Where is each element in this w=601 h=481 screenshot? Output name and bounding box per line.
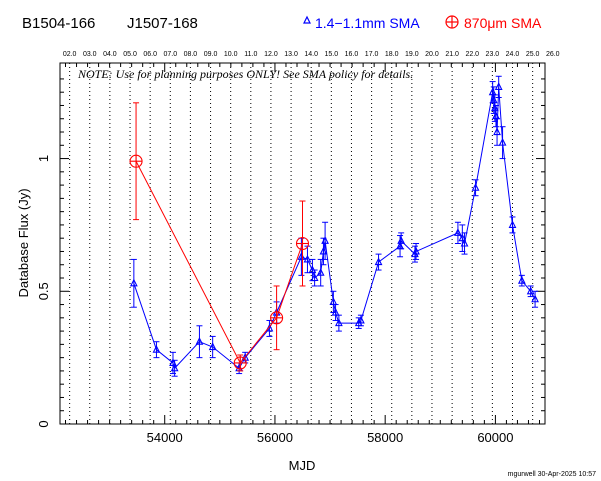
y-tick-label: 1 [36, 155, 51, 162]
top-tick-label: 04.0 [103, 51, 117, 58]
top-tick-label: 02.0 [63, 51, 77, 58]
legend: 1.4−1.1mm SMA 870μm SMA [303, 15, 542, 31]
data-point [494, 82, 503, 90]
legend-circle-plus-icon [445, 15, 459, 29]
data-point [397, 236, 406, 244]
top-tick-label: 03.0 [83, 51, 97, 58]
series-line [135, 160, 303, 364]
top-tick-label: 25.0 [526, 51, 540, 58]
data-point [460, 238, 469, 247]
top-tick-label: 24.0 [506, 51, 520, 58]
data-point [270, 311, 284, 325]
top-tick-label: 23.0 [486, 51, 500, 58]
top-tick-label: 14.0 [304, 51, 318, 58]
series-line [133, 86, 536, 370]
data-point [334, 318, 343, 327]
top-tick-label: 11.0 [244, 51, 257, 58]
top-tick-label: 10.0 [224, 51, 238, 58]
x-tick-label: 54000 [147, 430, 183, 445]
data-point [129, 154, 143, 168]
top-tick-label: 07.0 [163, 51, 177, 58]
y-axis: 00.51 [36, 78, 545, 428]
legend-label-red: 870μm SMA [464, 15, 542, 31]
y-tick-label: 0 [36, 420, 51, 427]
year-grid [69, 63, 534, 424]
top-tick-label: 21.0 [445, 51, 459, 58]
plot-frame [59, 62, 546, 425]
legend-label-blue: 1.4−1.1mm SMA [315, 15, 420, 31]
data-point [316, 267, 325, 276]
y-tick-label: 0.5 [36, 282, 51, 300]
data-point [331, 307, 340, 316]
top-tick-label: 06.0 [143, 51, 157, 58]
x-tick-label: 60000 [477, 430, 513, 445]
top-tick-label: 16.0 [345, 51, 359, 58]
data-point [129, 278, 138, 287]
data-point [303, 254, 312, 263]
series-blue [129, 75, 539, 377]
series-red [129, 102, 310, 372]
x-tick-label: 56000 [257, 430, 293, 445]
data-point [357, 315, 365, 324]
data-point [295, 236, 310, 251]
top-tick-label: 05.0 [123, 51, 137, 58]
top-year-axis: 02.0 03.0 04.0 05.0 06.0 07.0 08.0 09.0 10.0 11.0… [63, 51, 560, 58]
data-point [458, 233, 467, 242]
data-point [412, 246, 420, 255]
data-point [208, 342, 217, 351]
top-tick-label: 12.0 [264, 51, 278, 58]
data-point [233, 356, 247, 370]
planning-note: NOTE: Use for planning purposes ONLY! Se… [77, 67, 413, 81]
legend-triangle-icon [303, 15, 311, 24]
top-tick-label: 08.0 [184, 51, 198, 58]
data-point [374, 257, 383, 266]
x-axis: 54000 56000 58000 60000 [65, 63, 540, 445]
data-point [508, 220, 517, 228]
top-tick-label: 22.0 [465, 51, 479, 58]
data-point [310, 273, 319, 282]
top-tick-label: 15.0 [325, 51, 339, 58]
data-point [454, 228, 462, 236]
top-tick-label: 09.0 [204, 51, 218, 58]
data-point [195, 336, 204, 345]
top-tick-label: 19.0 [405, 51, 419, 58]
footer-stamp: mgurwell 30-Apr-2025 10:57 [508, 471, 596, 478]
top-tick-label: 18.0 [385, 51, 399, 58]
y-axis-label: Database Flux (Jy) [16, 188, 31, 297]
data-point [321, 236, 329, 244]
top-tick-label: 26.0 [546, 51, 560, 58]
data-point [471, 183, 480, 191]
data-point [170, 363, 179, 372]
top-tick-label: 13.0 [284, 51, 298, 58]
top-tick-label: 17.0 [365, 51, 379, 58]
data-point [493, 127, 501, 136]
top-tick-label: 20.0 [425, 51, 439, 58]
data-point [531, 294, 539, 303]
x-axis-label: MJD [289, 458, 316, 473]
series-layer [129, 75, 539, 377]
data-point [517, 275, 526, 284]
source-name-2: J1507-168 [127, 15, 198, 32]
source-name-1: B1504-166 [22, 15, 95, 32]
data-point [152, 344, 161, 353]
x-tick-label: 58000 [367, 430, 403, 445]
data-point [498, 137, 507, 146]
